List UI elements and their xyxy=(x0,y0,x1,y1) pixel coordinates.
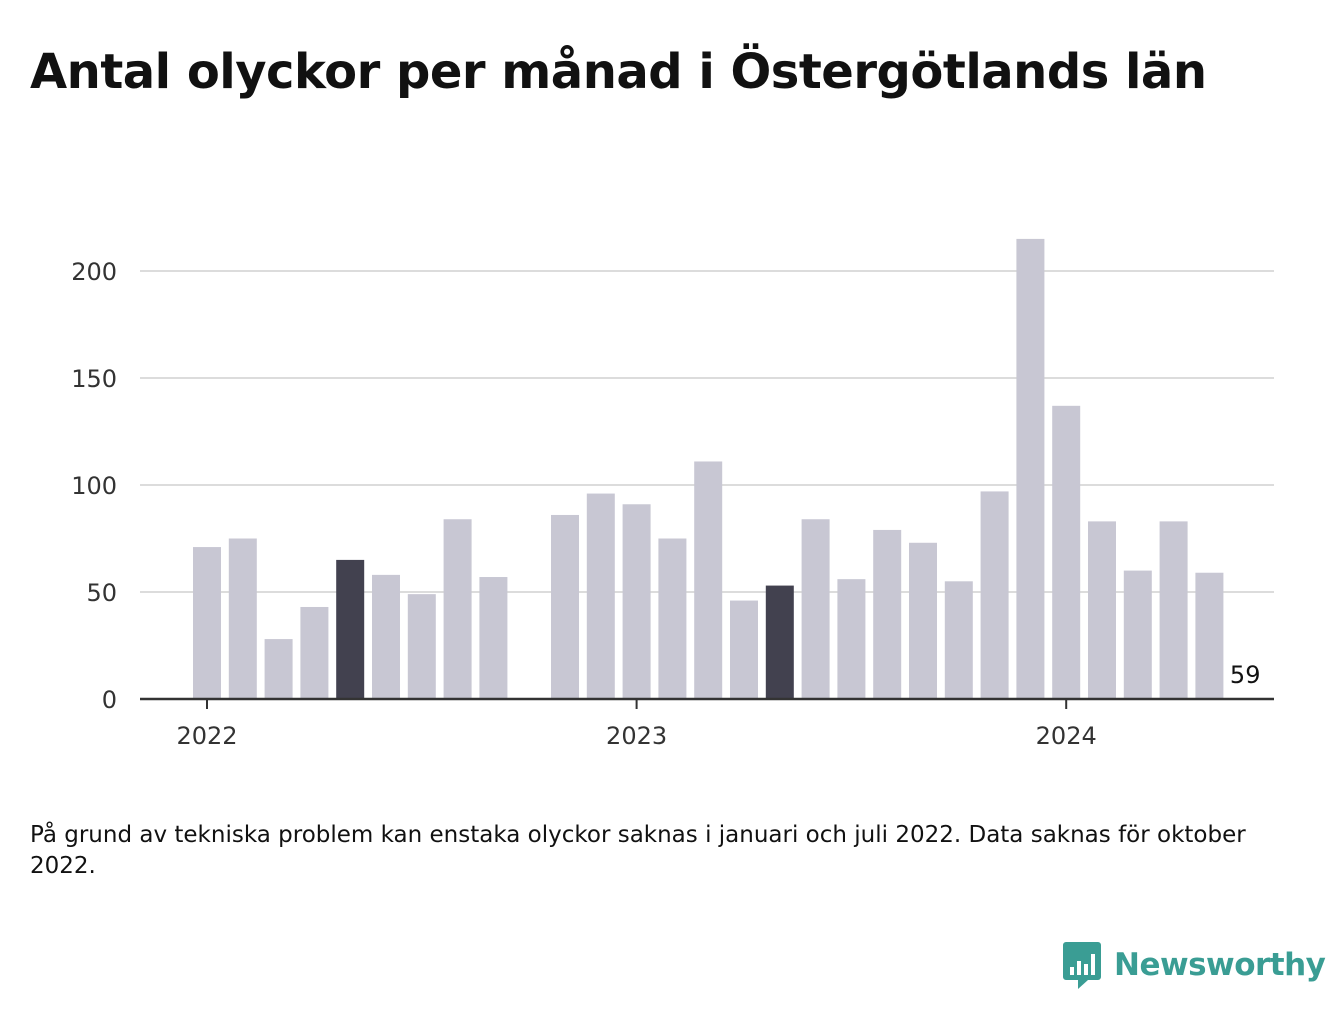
bar-2023-01 xyxy=(622,504,651,699)
bar-2022-12 xyxy=(586,493,615,699)
brand-name: Newsworthy xyxy=(1114,947,1326,983)
bar-2023-09 xyxy=(909,542,937,699)
bar-2023-06 xyxy=(801,519,830,699)
y-tick-label: 150 xyxy=(71,365,117,393)
bar-2022-01 xyxy=(193,547,221,699)
bar-2023-10 xyxy=(944,581,973,699)
bar-2023-07 xyxy=(837,579,866,699)
bar-2022-08 xyxy=(443,519,472,699)
bar-2022-05 xyxy=(336,559,365,699)
bar-2022-07 xyxy=(407,594,436,699)
y-tick-label: 200 xyxy=(71,258,117,286)
brand-logo: Newsworthy xyxy=(1062,940,1326,990)
axes xyxy=(140,697,1274,709)
bar-2024-03 xyxy=(1123,570,1152,699)
bar-2024-05 xyxy=(1195,572,1224,699)
bar-2022-11 xyxy=(551,514,579,699)
y-tick-label: 50 xyxy=(86,579,117,607)
bar-2022-03 xyxy=(264,639,293,699)
bar-2022-02 xyxy=(228,538,257,699)
bar-2022-09 xyxy=(479,577,508,699)
bars xyxy=(193,238,1224,699)
data-label-2024-06: 59 xyxy=(1230,661,1261,689)
newsworthy-logo-icon xyxy=(1063,942,1101,989)
x-tick-label: 2022 xyxy=(176,722,237,750)
footnote: På grund av tekniska problem kan enstaka… xyxy=(30,822,1246,879)
x-tick-label: 2023 xyxy=(606,722,667,750)
bar-2024-02 xyxy=(1088,521,1116,699)
x-tick-label: 2024 xyxy=(1036,722,1097,750)
bar-chart: 0 50 100 150 200 2022 2023 2024 59 xyxy=(71,238,1274,750)
bar-2023-02 xyxy=(658,538,687,699)
bar-2024-01 xyxy=(1052,405,1081,699)
bar-2023-11 xyxy=(980,491,1009,699)
bar-2022-06 xyxy=(372,574,400,699)
bar-2023-08 xyxy=(873,529,902,699)
y-tick-label: 100 xyxy=(71,472,117,500)
bar-2022-04 xyxy=(300,606,329,699)
y-tick-label: 0 xyxy=(102,686,117,714)
chart-title: Antal olyckor per månad i Östergötlands … xyxy=(30,44,1207,100)
bar-2023-05 xyxy=(765,585,794,699)
bar-2023-12 xyxy=(1016,238,1045,699)
bar-2023-03 xyxy=(694,461,723,699)
labels: 0 50 100 150 200 2022 2023 2024 59 xyxy=(71,258,1260,750)
bar-2024-04 xyxy=(1159,521,1188,699)
bar-2023-04 xyxy=(730,600,758,699)
